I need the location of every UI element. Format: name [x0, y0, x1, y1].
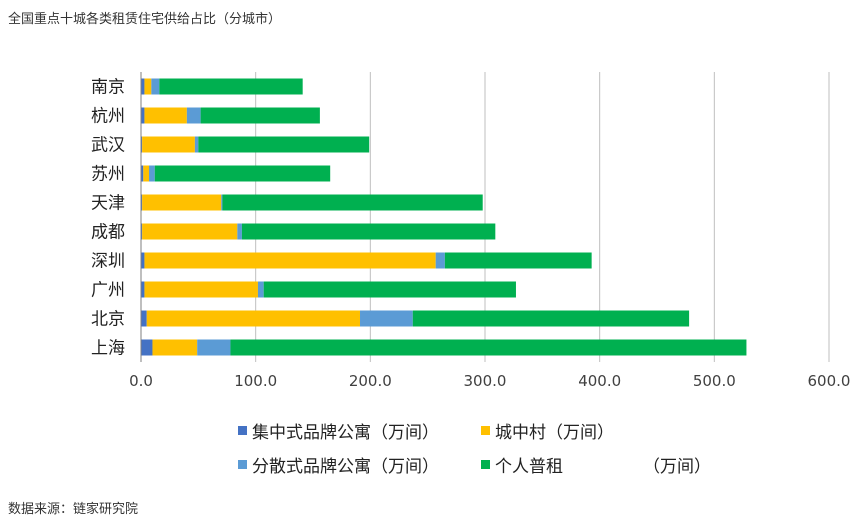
legend-item-urban-village[interactable]: 城中村（万间）	[481, 418, 614, 443]
bar-individual	[200, 107, 320, 124]
bar-dispersed	[221, 194, 223, 211]
x-tick-label: 600.0	[808, 372, 851, 390]
bar-individual	[154, 165, 331, 182]
bar-urban_village	[146, 310, 361, 327]
x-tick-label: 400.0	[578, 372, 621, 390]
y-category-label: 深圳	[91, 252, 125, 272]
bar-concentrated	[141, 310, 147, 327]
legend-swatch-dispersed	[238, 460, 247, 469]
legend-label-urban-village: 城中村（万间）	[495, 423, 614, 443]
legend-swatch-individual	[481, 460, 490, 469]
y-category-label: 南京	[91, 78, 125, 98]
bar-individual	[241, 223, 496, 240]
y-category-label: 苏州	[91, 165, 125, 185]
legend-swatch-urban-village	[481, 426, 490, 435]
bar-concentrated	[141, 252, 145, 269]
bar-individual	[198, 136, 370, 153]
legend-label-individual-unit: （万间）	[643, 457, 711, 477]
bar-dispersed	[151, 78, 160, 95]
bar-concentrated	[141, 107, 145, 124]
bar-concentrated	[141, 339, 153, 356]
bar-concentrated	[141, 136, 143, 153]
bar-individual	[222, 194, 483, 211]
labels: 0.0 100.0 200.0 300.0 400.0 500.0 600.0 南京杭州武汉苏…	[91, 78, 850, 391]
chart-title: 全国重点十城各类租赁住宅供给占比（分城市）	[8, 12, 282, 27]
bar-dispersed	[149, 165, 155, 182]
bar-individual	[230, 339, 747, 356]
legend-label-dispersed: 分散式品牌公寓（万间）	[252, 457, 439, 477]
x-tick-label: 300.0	[464, 372, 507, 390]
x-tick-label: 500.0	[693, 372, 736, 390]
bar-dispersed	[435, 252, 445, 269]
bar-urban_village	[142, 194, 222, 211]
y-category-label: 天津	[91, 194, 125, 214]
source-note: 数据来源：链家研究院	[8, 502, 139, 517]
bars	[141, 78, 747, 356]
legend-item-individual[interactable]: 个人普租 （万间）	[481, 452, 711, 477]
bar-individual	[444, 252, 592, 269]
legend-swatch-concentrated	[238, 426, 247, 435]
bar-dispersed	[186, 107, 201, 124]
bar-dispersed	[257, 281, 264, 298]
bar-urban_village	[144, 107, 187, 124]
y-category-label: 广州	[91, 281, 125, 301]
bar-urban_village	[142, 223, 238, 240]
y-category-label: 北京	[91, 310, 125, 330]
y-category-label: 武汉	[91, 136, 125, 156]
legend-label-concentrated: 集中式品牌公寓（万间）	[252, 423, 439, 443]
y-category-label: 上海	[91, 339, 125, 359]
legend-item-concentrated[interactable]: 集中式品牌公寓（万间）	[238, 418, 439, 443]
y-category-label: 杭州	[91, 107, 125, 127]
bar-concentrated	[141, 165, 144, 182]
y-category-label: 成都	[91, 223, 125, 243]
bar-urban_village	[144, 281, 258, 298]
bar-individual	[263, 281, 516, 298]
bar-concentrated	[141, 281, 145, 298]
bar-dispersed	[237, 223, 242, 240]
bar-urban_village	[143, 165, 150, 182]
bar-individual	[412, 310, 690, 327]
bar-dispersed	[194, 136, 199, 153]
bar-concentrated	[141, 78, 145, 95]
bar-urban_village	[144, 252, 436, 269]
bar-dispersed	[197, 339, 231, 356]
legend-item-dispersed[interactable]: 分散式品牌公寓（万间）	[238, 452, 439, 477]
bar-concentrated	[141, 194, 143, 211]
x-tick-label: 100.0	[234, 372, 277, 390]
bar-concentrated	[141, 223, 143, 240]
bar-urban_village	[144, 78, 152, 95]
bar-urban_village	[152, 339, 198, 356]
bar-individual	[159, 78, 303, 95]
x-tick-label: 200.0	[349, 372, 392, 390]
x-tick-label: 0.0	[129, 372, 153, 390]
bar-urban_village	[142, 136, 195, 153]
legend-label-individual: 个人普租	[495, 457, 563, 477]
bar-dispersed	[360, 310, 413, 327]
